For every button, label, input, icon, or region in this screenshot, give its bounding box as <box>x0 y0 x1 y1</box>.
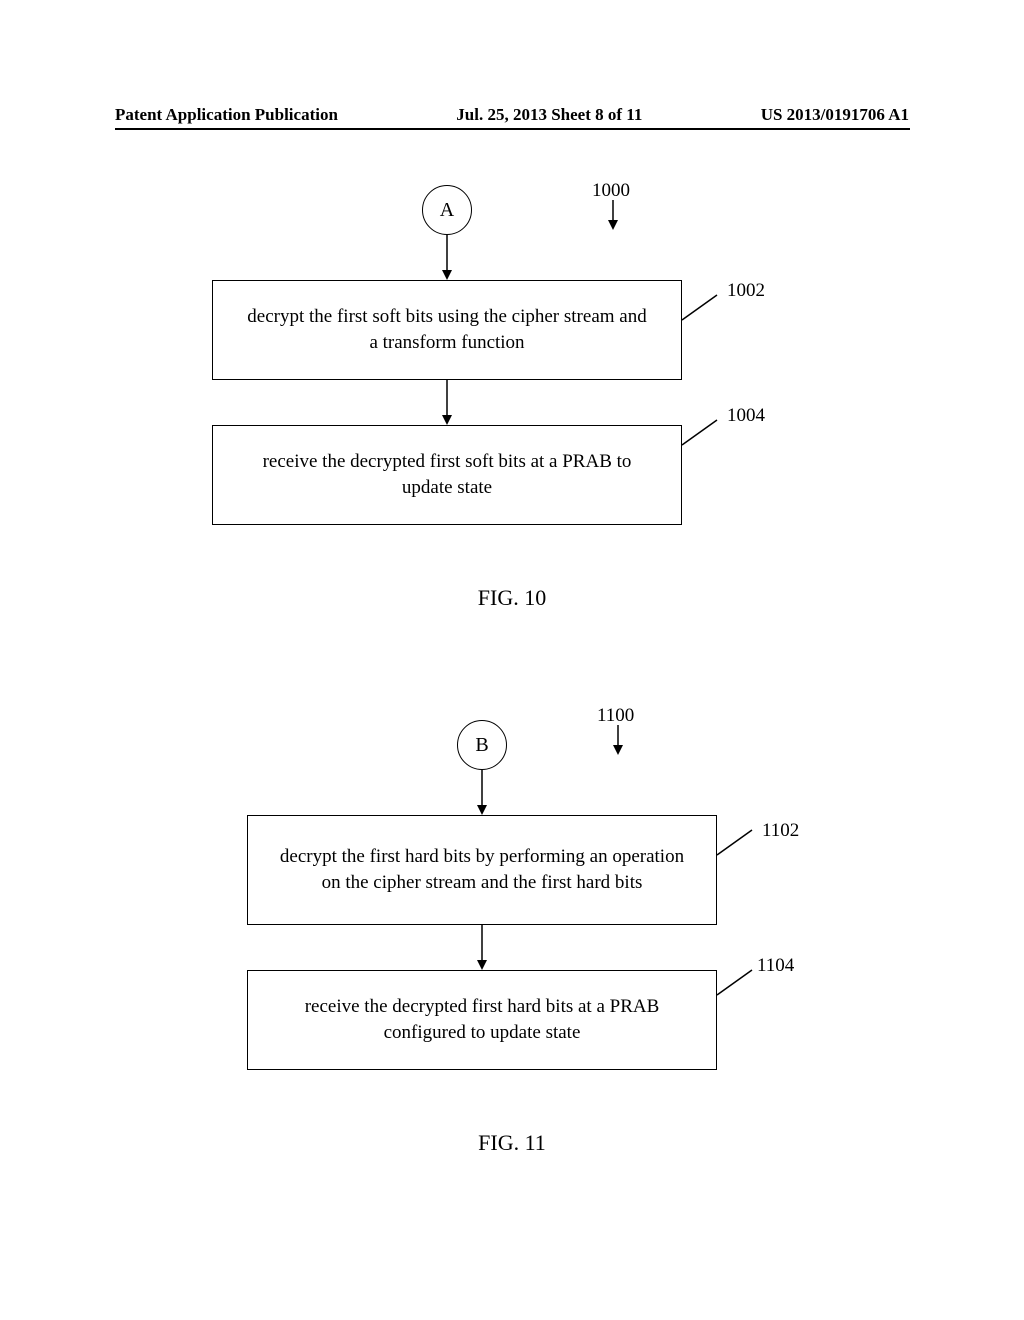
step-1104-text: receive the decrypted first hard bits at… <box>278 994 686 1045</box>
figure-11: B 1100 decrypt the first hard bits by pe… <box>0 720 1024 1200</box>
step-1004-text: receive the decrypted first soft bits at… <box>243 449 651 500</box>
step-1002-text: decrypt the first soft bits using the ci… <box>243 304 651 355</box>
fig10-caption: FIG. 10 <box>0 585 1024 611</box>
ref-1002-leader-icon <box>682 290 732 325</box>
step-1102-box: decrypt the first hard bits by performin… <box>247 815 717 925</box>
arrow-b-to-step1-icon <box>476 770 488 815</box>
header-rule <box>115 128 910 130</box>
start-node-b-label: B <box>475 734 488 757</box>
ref-1000-arrow-icon <box>607 200 619 230</box>
arrow-step1-to-step2-fig11-icon <box>476 925 488 970</box>
arrow-step1-to-step2-icon <box>441 380 453 425</box>
ref-1102: 1102 <box>762 820 799 842</box>
fig11-caption: FIG. 11 <box>0 1130 1024 1156</box>
patent-header: Patent Application Publication Jul. 25, … <box>0 105 1024 125</box>
figure-10: A 1000 decrypt the first soft bits using… <box>0 185 1024 645</box>
ref-1102-leader-icon <box>717 825 767 860</box>
ref-1104: 1104 <box>757 955 794 977</box>
ref-1004-leader-icon <box>682 415 732 450</box>
ref-1000: 1000 <box>592 180 630 202</box>
step-1102-text: decrypt the first hard bits by performin… <box>278 844 686 895</box>
header-right: US 2013/0191706 A1 <box>761 105 909 125</box>
header-center: Jul. 25, 2013 Sheet 8 of 11 <box>456 105 642 125</box>
ref-1002: 1002 <box>727 280 765 302</box>
ref-1100-arrow-icon <box>612 725 624 755</box>
start-node-a: A <box>422 185 472 235</box>
ref-1100: 1100 <box>597 705 634 727</box>
ref-1004: 1004 <box>727 405 765 427</box>
header-left: Patent Application Publication <box>115 105 338 125</box>
arrow-a-to-step1-icon <box>441 235 453 280</box>
start-node-a-label: A <box>440 199 454 222</box>
step-1004-box: receive the decrypted first soft bits at… <box>212 425 682 525</box>
step-1002-box: decrypt the first soft bits using the ci… <box>212 280 682 380</box>
start-node-b: B <box>457 720 507 770</box>
step-1104-box: receive the decrypted first hard bits at… <box>247 970 717 1070</box>
